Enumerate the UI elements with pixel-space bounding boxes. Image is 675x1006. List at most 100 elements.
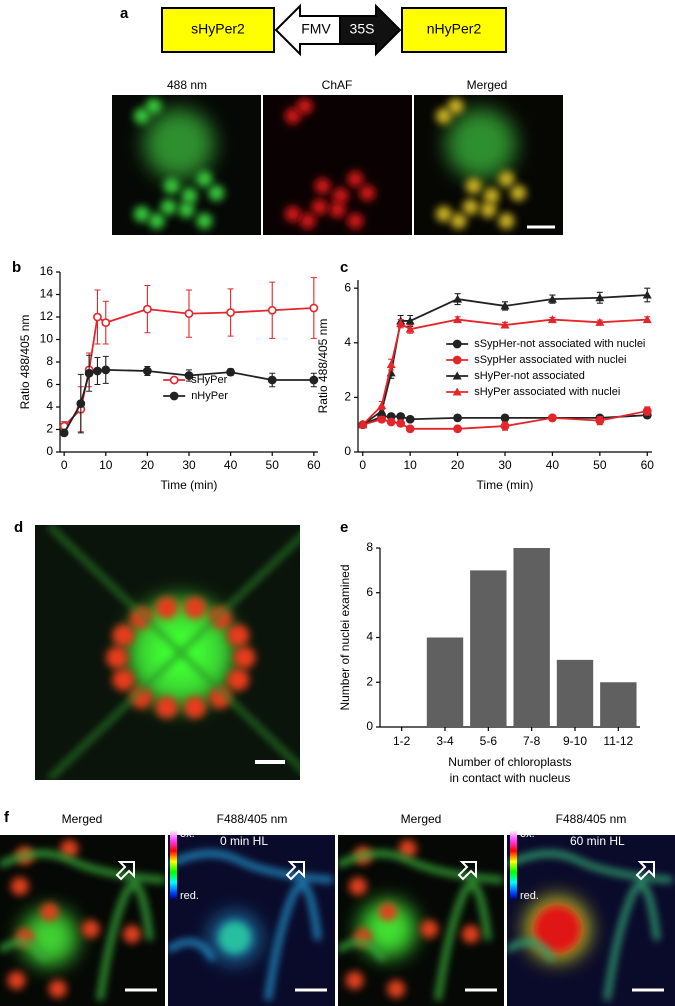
image-content bbox=[435, 98, 527, 229]
legend: sHyPer nHyPer bbox=[163, 374, 228, 402]
x-tick-label: 0 bbox=[61, 458, 68, 472]
chloroplast bbox=[181, 187, 198, 204]
chloroplast bbox=[106, 646, 129, 669]
chloroplast bbox=[314, 178, 331, 194]
micrograph bbox=[338, 835, 504, 1006]
marker bbox=[453, 424, 462, 434]
marker bbox=[405, 424, 415, 434]
chloroplast bbox=[233, 646, 256, 669]
image-content bbox=[133, 98, 225, 229]
chloroplast bbox=[209, 686, 232, 709]
construct-label: nHyPer2 bbox=[427, 21, 482, 37]
image-content bbox=[284, 98, 376, 229]
y-tick-label: 16 bbox=[40, 264, 54, 278]
colorbar-label: ox. bbox=[520, 828, 535, 840]
micrographs bbox=[0, 95, 675, 1006]
marker bbox=[377, 414, 387, 424]
marker bbox=[93, 366, 102, 376]
y-tick-label: 14 bbox=[40, 287, 54, 301]
chloroplast bbox=[112, 624, 135, 647]
marker bbox=[405, 414, 415, 424]
marker bbox=[595, 293, 605, 302]
legend-marker bbox=[452, 339, 462, 349]
y-tick-label: 10 bbox=[40, 332, 54, 346]
chloroplast bbox=[183, 696, 206, 719]
panel-label: d bbox=[14, 519, 23, 536]
bar bbox=[470, 570, 507, 727]
legend-marker bbox=[452, 355, 462, 365]
chloroplast bbox=[48, 979, 67, 998]
chloroplast bbox=[40, 902, 59, 921]
marker bbox=[642, 406, 652, 416]
bar bbox=[600, 682, 637, 727]
chloroplast bbox=[435, 206, 452, 222]
y-tick-label: 4 bbox=[344, 335, 351, 349]
arrow bbox=[635, 861, 655, 881]
chloroplast bbox=[420, 920, 439, 939]
marker bbox=[184, 309, 194, 319]
chloroplast bbox=[160, 199, 177, 215]
marker bbox=[396, 319, 406, 328]
chloroplast bbox=[359, 185, 376, 201]
chloroplast bbox=[196, 213, 213, 229]
bar bbox=[513, 548, 550, 727]
chloroplast bbox=[208, 185, 225, 201]
chloroplast bbox=[155, 696, 178, 719]
series-line bbox=[362, 318, 648, 426]
arrow bbox=[457, 861, 477, 881]
chloroplast bbox=[123, 925, 141, 944]
marker bbox=[548, 413, 557, 423]
marker bbox=[547, 294, 557, 303]
chloroplast bbox=[498, 171, 515, 187]
legend: sSypHer-not associated with nuclei sSypHe… bbox=[446, 338, 645, 398]
chloroplast bbox=[462, 199, 479, 215]
bar bbox=[426, 637, 464, 727]
marker bbox=[500, 421, 510, 431]
y-tick-label: 6 bbox=[366, 585, 373, 599]
y-tick-label: 2 bbox=[344, 390, 351, 404]
chloroplast bbox=[348, 877, 367, 896]
x-tick-label: 40 bbox=[224, 458, 238, 472]
image-content bbox=[0, 839, 165, 1001]
chloroplast bbox=[130, 606, 153, 629]
panel-label: b bbox=[12, 259, 21, 276]
x-tick-label: 50 bbox=[266, 458, 280, 472]
chloroplast bbox=[112, 668, 135, 691]
construct-label: 35S bbox=[350, 21, 375, 37]
series-line bbox=[362, 294, 648, 426]
marker bbox=[386, 360, 396, 369]
micrograph bbox=[263, 95, 412, 235]
legend-label: sHyPer associated with nuclei bbox=[474, 386, 620, 398]
image-label: Merged bbox=[401, 812, 442, 826]
micrograph bbox=[0, 835, 165, 1006]
chloroplast bbox=[7, 971, 26, 990]
legend-marker bbox=[169, 391, 179, 401]
y-tick-label: 6 bbox=[344, 280, 351, 294]
y-tick-label: 2 bbox=[366, 674, 373, 688]
legend-marker bbox=[169, 375, 179, 385]
nucleus bbox=[144, 109, 215, 179]
x-tick-label: 40 bbox=[546, 458, 560, 472]
x-axis-label: Number of chloroplasts bbox=[448, 755, 571, 769]
micrograph bbox=[35, 525, 300, 780]
marker bbox=[309, 375, 319, 385]
charts: 0 2 4 6 8 10 12 14 16 Ratio 488/405 nm Time (min) 0… bbox=[18, 264, 654, 785]
marker bbox=[642, 290, 652, 299]
x-tick-label: 60 bbox=[641, 458, 655, 472]
chloroplast bbox=[284, 108, 301, 124]
nucleus bbox=[446, 109, 517, 179]
chloroplast bbox=[163, 178, 180, 194]
cell-wall bbox=[0, 850, 165, 1001]
strand bbox=[48, 651, 183, 780]
marker bbox=[309, 303, 319, 313]
series-line bbox=[63, 368, 314, 434]
x-tick-label: 7-8 bbox=[523, 734, 541, 748]
legend-label: nHyPer bbox=[191, 390, 228, 402]
image-label: Merged bbox=[62, 812, 103, 826]
marker bbox=[595, 416, 605, 426]
legend-label: sSypHer associated with nuclei bbox=[474, 354, 626, 366]
chloroplast bbox=[378, 902, 397, 921]
marker bbox=[101, 318, 111, 328]
promoter-arrow bbox=[339, 3, 402, 57]
